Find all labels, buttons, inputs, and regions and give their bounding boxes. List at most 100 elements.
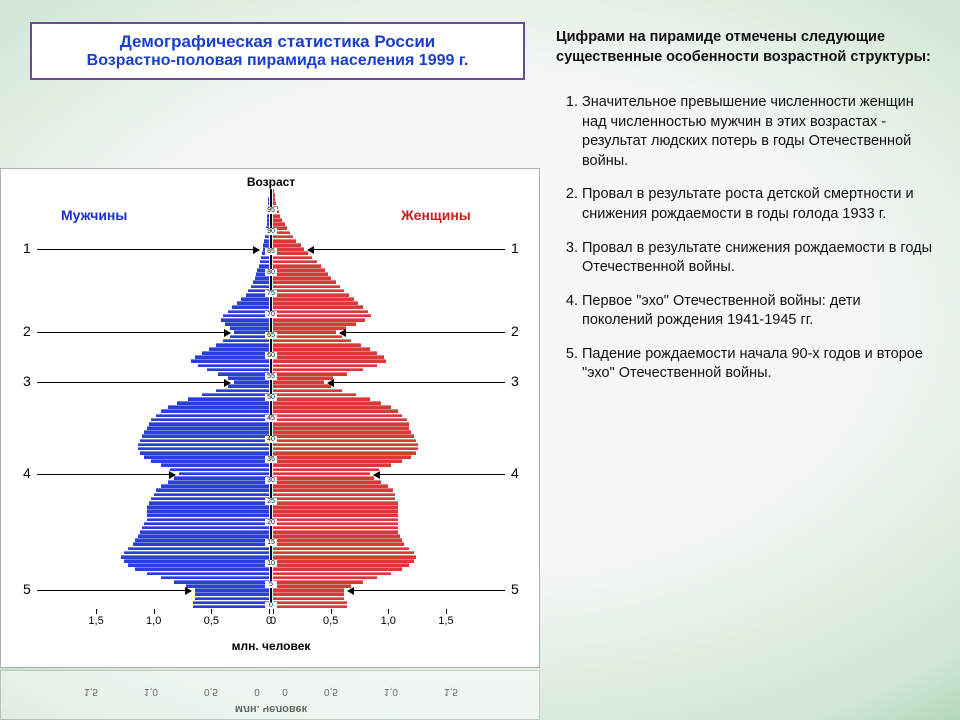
male-bar xyxy=(161,409,269,413)
male-bar xyxy=(156,414,269,418)
age-tick: 5 xyxy=(265,581,277,588)
annotation-arrow xyxy=(348,590,505,591)
male-bar xyxy=(128,547,269,551)
female-bar xyxy=(273,447,418,451)
annotation-arrow xyxy=(328,382,505,383)
female-bar xyxy=(273,592,344,596)
male-bar xyxy=(156,488,269,492)
age-tick: 70 xyxy=(265,311,277,318)
pyramid-chart: Возраст Мужчины Женщины 9590858075706560… xyxy=(0,168,540,668)
male-bar xyxy=(168,405,269,409)
female-bar xyxy=(273,193,275,197)
male-bar xyxy=(261,256,269,260)
age-tick: 55 xyxy=(265,373,277,380)
female-bar xyxy=(273,276,331,280)
female-bar xyxy=(273,418,407,422)
male-bar xyxy=(124,559,269,563)
annotation-number-right: 2 xyxy=(511,323,519,339)
notes-list: Значительное превышение численности женщ… xyxy=(556,93,934,384)
male-bar xyxy=(135,567,269,571)
male-bar xyxy=(135,538,269,542)
female-bar xyxy=(273,542,404,546)
male-bar xyxy=(223,339,269,343)
female-bar xyxy=(273,389,342,393)
annotation-arrow xyxy=(37,590,191,591)
male-bar xyxy=(121,555,269,559)
male-bar xyxy=(161,576,269,580)
male-bar xyxy=(221,318,269,322)
male-bar xyxy=(147,505,269,509)
female-bar xyxy=(273,409,398,413)
annotation-arrow xyxy=(308,249,505,250)
x-tick-label: 1,0 xyxy=(381,615,396,627)
male-bar xyxy=(191,359,269,363)
notes-intro: Цифрами на пирамиде отмечены следующие с… xyxy=(556,28,934,67)
female-bar xyxy=(273,505,398,509)
male-bar xyxy=(234,330,269,334)
female-bar xyxy=(273,459,402,463)
female-bar xyxy=(273,559,414,563)
x-tick-label: 0,5 xyxy=(204,615,219,627)
male-bar xyxy=(253,280,269,284)
female-bar xyxy=(273,480,381,484)
female-bar xyxy=(273,364,377,368)
male-bar xyxy=(230,326,269,330)
male-bar xyxy=(207,368,269,372)
female-bar xyxy=(273,189,274,193)
annotation-arrow xyxy=(37,474,175,475)
title-line2: Возрастно-половая пирамида населения 199… xyxy=(42,52,513,70)
male-bar xyxy=(234,380,269,384)
female-bar xyxy=(273,343,361,347)
male-bar xyxy=(202,393,269,397)
male-bar xyxy=(140,439,269,443)
female-bar xyxy=(273,314,371,318)
female-bar xyxy=(273,359,386,363)
age-tick: 15 xyxy=(265,539,277,546)
male-bar xyxy=(147,426,269,430)
female-bar xyxy=(273,251,308,255)
notes-column: Цифрами на пирамиде отмечены следующие с… xyxy=(556,28,934,398)
female-bar xyxy=(273,372,347,376)
female-bar xyxy=(273,501,398,505)
male-bar xyxy=(144,455,269,459)
male-bar xyxy=(128,563,269,567)
female-bar xyxy=(273,426,409,430)
male-bar xyxy=(195,588,269,592)
pyramid-bars: 95908580757065605550454035302520151050 xyxy=(71,189,471,609)
note-item: Провал в результате снижения рождаемости… xyxy=(582,239,934,278)
male-bar xyxy=(168,480,269,484)
female-bar xyxy=(273,347,370,351)
female-bar xyxy=(273,476,374,480)
male-bar xyxy=(138,534,269,538)
male-bar xyxy=(193,601,269,605)
male-bar xyxy=(151,497,269,501)
female-bar xyxy=(273,439,416,443)
female-bar xyxy=(273,301,358,305)
male-bar xyxy=(216,389,269,393)
male-bar xyxy=(179,472,269,476)
female-bar xyxy=(273,530,398,534)
male-bar xyxy=(149,422,269,426)
female-bar xyxy=(273,264,321,268)
female-bar xyxy=(273,605,347,609)
male-bar xyxy=(140,451,269,455)
female-bar xyxy=(273,268,325,272)
female-bar xyxy=(273,484,388,488)
annotation-arrow xyxy=(374,474,505,475)
male-bar xyxy=(259,264,269,268)
male-bar xyxy=(142,434,269,438)
male-bar xyxy=(151,418,269,422)
x-tick-label: 1,0 xyxy=(146,615,161,627)
male-bar xyxy=(144,522,269,526)
female-bar xyxy=(273,522,398,526)
female-bar xyxy=(273,256,312,260)
male-bar xyxy=(144,430,269,434)
male-bar xyxy=(260,260,269,264)
male-bar xyxy=(228,310,270,314)
note-item: Падение рождаемости начала 90-х годов и … xyxy=(582,345,934,384)
male-bar xyxy=(138,447,269,451)
female-bar xyxy=(273,588,344,592)
female-bar xyxy=(273,567,402,571)
female-bar xyxy=(273,335,342,339)
male-bar xyxy=(188,397,269,401)
